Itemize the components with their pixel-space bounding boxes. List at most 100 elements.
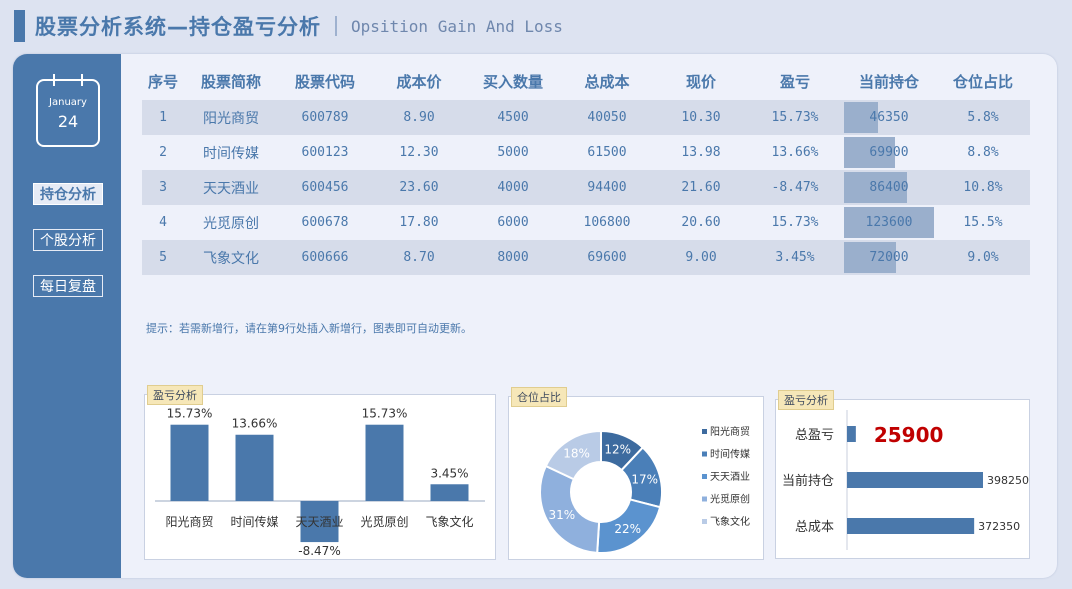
table-cell: 天天酒业 (203, 180, 259, 197)
slice-label: 17% (631, 472, 658, 486)
table-cell: 9.0% (967, 250, 999, 265)
holding-value: 123600 (865, 215, 913, 230)
table-cell: 10.30 (681, 110, 721, 125)
category-label: 阳光商贸 (165, 514, 213, 529)
data-label: 13.66% (232, 417, 278, 431)
table-cell: 光觅原创 (203, 215, 259, 232)
table-cell: 15.5% (963, 215, 1003, 230)
slice-label: 22% (614, 522, 641, 536)
table-cell: 40050 (587, 110, 627, 125)
page-title: 股票分析系统—持仓盈亏分析 (35, 15, 321, 39)
holdings-table: 序号 股票简称 股票代码 成本价 买入数量 总成本 现价 盈亏 当前持仓 仓位占… (142, 62, 1030, 275)
holding-databar (844, 137, 895, 168)
category-label: 总成本 (795, 520, 834, 535)
table-cell: 600456 (301, 180, 349, 195)
table-cell: 5000 (497, 145, 529, 160)
legend-label: 天天酒业 (710, 471, 750, 483)
category-label: 当前持仓 (782, 473, 834, 489)
table-cell: 94400 (587, 180, 627, 195)
slice-label: 31% (549, 508, 576, 522)
col-header: 买入数量 (482, 72, 543, 91)
col-header: 总成本 (584, 72, 630, 91)
page-subtitle: Opsition Gain And Loss (351, 16, 563, 36)
holding-value: 46350 (869, 110, 909, 125)
category-label: 天天酒业 (295, 515, 343, 529)
col-header: 序号 (147, 72, 178, 91)
data-label: -8.47% (298, 544, 340, 558)
table-cell: 3 (159, 180, 167, 195)
table-cell: 2 (159, 145, 167, 160)
legend-swatch (702, 451, 707, 457)
legend-swatch (702, 474, 707, 479)
holding-databar (844, 172, 907, 203)
bar (170, 424, 209, 501)
table-row: 5 飞象文化 600666 8.70 8000 69600 9.00 3.45% 72000 9.… (142, 240, 1030, 275)
holding-cell: 86400 (842, 170, 936, 205)
legend-label: 飞象文化 (710, 515, 750, 528)
table-cell: 61500 (587, 145, 627, 160)
legend-swatch (702, 496, 707, 502)
calendar-month: January (49, 97, 87, 108)
main-panel: January 24 持仓分析 个股分析 每日复盘 序号 股票简称 股票代码 成… (13, 54, 1057, 578)
table-cell: 阳光商贸 (203, 110, 259, 127)
table-row: 1 阳光商贸 600789 8.90 4500 40050 10.30 15.73% 46350… (142, 100, 1030, 135)
table-cell: 8.90 (403, 110, 435, 125)
table-cell: 飞象文化 (203, 250, 259, 267)
table-cell: 69600 (587, 250, 627, 265)
table-cell: 3.45% (775, 250, 815, 265)
table-cell: 1 (159, 110, 167, 125)
table-cell: 4 (159, 215, 167, 230)
table-row: 3 天天酒业 600456 23.60 4000 94400 21.60 -8.47% 8640… (142, 170, 1030, 205)
data-label: 3.45% (430, 466, 468, 480)
holding-cell: 69900 (842, 135, 936, 170)
table-cell: 106800 (583, 215, 631, 230)
holding-cell: 123600 (842, 205, 936, 240)
legend-swatch (702, 429, 707, 434)
table-cell: 21.60 (681, 180, 721, 195)
table-cell: 17.80 (399, 215, 439, 230)
summary-bar-chart-card: 盈亏分析 总盈亏 25900 当前持仓 398250 总成本 372350 (775, 390, 1030, 559)
holding-cell: 46350 (842, 100, 936, 135)
col-header: 成本价 (396, 72, 442, 91)
holding-value: 72000 (869, 250, 909, 265)
profit-bar-chart: 15.73% 阳光商贸 13.66% 时间传媒 -8.47% 天天酒业 15.73% 光觅原创… (155, 407, 485, 558)
table-cell: 时间传媒 (203, 145, 259, 162)
bar (430, 484, 469, 501)
nav-holding-analysis[interactable]: 持仓分析 (33, 183, 103, 205)
table-cell: 600666 (301, 250, 349, 265)
category-label: 飞象文化 (425, 514, 473, 529)
card-tag: 仓位占比 (511, 387, 567, 407)
table-cell: 600123 (301, 145, 349, 160)
holding-databar (844, 207, 934, 238)
legend-label: 阳光商贸 (710, 425, 750, 438)
holding-cell: 72000 (842, 240, 936, 275)
position-donut-card: 仓位占比 12% 阳光商贸 17% 时间传媒 22% 天天酒业 31% 光觅原创 18% 飞象文化 (508, 387, 764, 560)
sidebar: January 24 持仓分析 个股分析 每日复盘 (13, 54, 121, 578)
table-cell: 600789 (301, 110, 349, 125)
calendar-day: 24 (57, 112, 79, 131)
data-label: 15.73% (362, 407, 408, 421)
calendar-ring-left (53, 74, 55, 86)
hint-text: 提示：若需新增行，请在第9行处插入新增行，图表即可自动更新。 (146, 322, 472, 335)
legend-swatch (702, 519, 707, 524)
summary-bar-chart: 总盈亏 25900 当前持仓 398250 总成本 372350 (782, 410, 1029, 550)
calendar-ring-right (81, 74, 83, 86)
donut-slice (539, 464, 601, 554)
slice-label: 12% (604, 443, 631, 457)
table-cell: 13.66% (771, 145, 819, 160)
table-cell: 600678 (301, 215, 349, 230)
nav-daily-review[interactable]: 每日复盘 (33, 275, 103, 297)
header: 股票分析系统—持仓盈亏分析 Opsition Gain And Loss (14, 10, 563, 42)
nav-stock-analysis[interactable]: 个股分析 (33, 229, 103, 251)
category-label: 光觅原创 (360, 515, 408, 529)
profit-bar-chart-card: 盈亏分析 15.73% 阳光商贸 13.66% 时间传媒 -8.47% 天天酒业 15.73… (144, 385, 496, 560)
calendar-icon: January 24 (36, 74, 100, 147)
title-accent (14, 10, 25, 42)
title-divider (335, 16, 337, 36)
table-cell: 8000 (497, 250, 529, 265)
position-donut-chart: 12% 阳光商贸 17% 时间传媒 22% 天天酒业 31% 光觅原创 18% 飞象文化 (539, 425, 750, 554)
holding-databar (844, 242, 897, 273)
table-row: 4 光觅原创 600678 17.80 6000 106800 20.60 15.73% 123… (142, 205, 1030, 240)
category-label: 时间传媒 (230, 514, 278, 529)
table-cell: 15.73% (771, 215, 819, 230)
